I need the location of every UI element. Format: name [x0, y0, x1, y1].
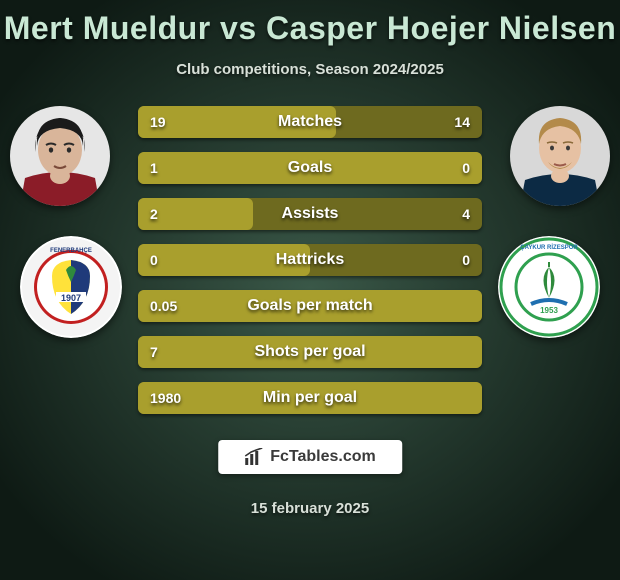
club-right-crest: 1953 ÇAYKUR RİZESPOR	[498, 236, 600, 338]
content: Mert Mueldur vs Casper Hoejer Nielsen Cl…	[0, 0, 620, 580]
stat-label: Goals	[138, 152, 482, 184]
stat-label: Min per goal	[138, 382, 482, 414]
player-right-avatar	[510, 106, 610, 206]
stat-row: 7Shots per goal	[138, 336, 482, 368]
svg-text:1953: 1953	[540, 306, 558, 315]
chart-icon	[244, 448, 264, 466]
branding-text: FcTables.com	[270, 448, 376, 466]
date-text: 15 february 2025	[0, 500, 620, 517]
subtitle: Club competitions, Season 2024/2025	[0, 61, 620, 78]
stat-row: 1914Matches	[138, 106, 482, 138]
stat-row: 0.05Goals per match	[138, 290, 482, 322]
stat-row: 1980Min per goal	[138, 382, 482, 414]
stat-row: 00Hattricks	[138, 244, 482, 276]
player-left-avatar	[10, 106, 110, 206]
page-title: Mert Mueldur vs Casper Hoejer Nielsen	[0, 0, 620, 47]
svg-text:1907: 1907	[61, 293, 81, 303]
stat-row: 24Assists	[138, 198, 482, 230]
stat-bars: 1914Matches 10Goals 24Assists 00Hattricks 0.…	[138, 106, 482, 414]
stat-label: Goals per match	[138, 290, 482, 322]
svg-text:ÇAYKUR RİZESPOR: ÇAYKUR RİZESPOR	[520, 244, 578, 251]
svg-text:FENERBAHÇE: FENERBAHÇE	[50, 248, 92, 254]
comparison-area: 1907 FENERBAHÇE 1953 ÇAYKUR RİZESPOR	[0, 106, 620, 436]
club-left-crest: 1907 FENERBAHÇE	[20, 236, 122, 338]
stat-label: Matches	[138, 106, 482, 138]
stat-row: 10Goals	[138, 152, 482, 184]
stat-label: Hattricks	[138, 244, 482, 276]
stat-label: Shots per goal	[138, 336, 482, 368]
stat-label: Assists	[138, 198, 482, 230]
branding-badge: FcTables.com	[218, 440, 402, 474]
